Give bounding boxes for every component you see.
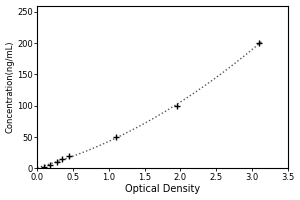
X-axis label: Optical Density: Optical Density: [125, 184, 200, 194]
Y-axis label: Concentration(ng/mL): Concentration(ng/mL): [6, 41, 15, 133]
